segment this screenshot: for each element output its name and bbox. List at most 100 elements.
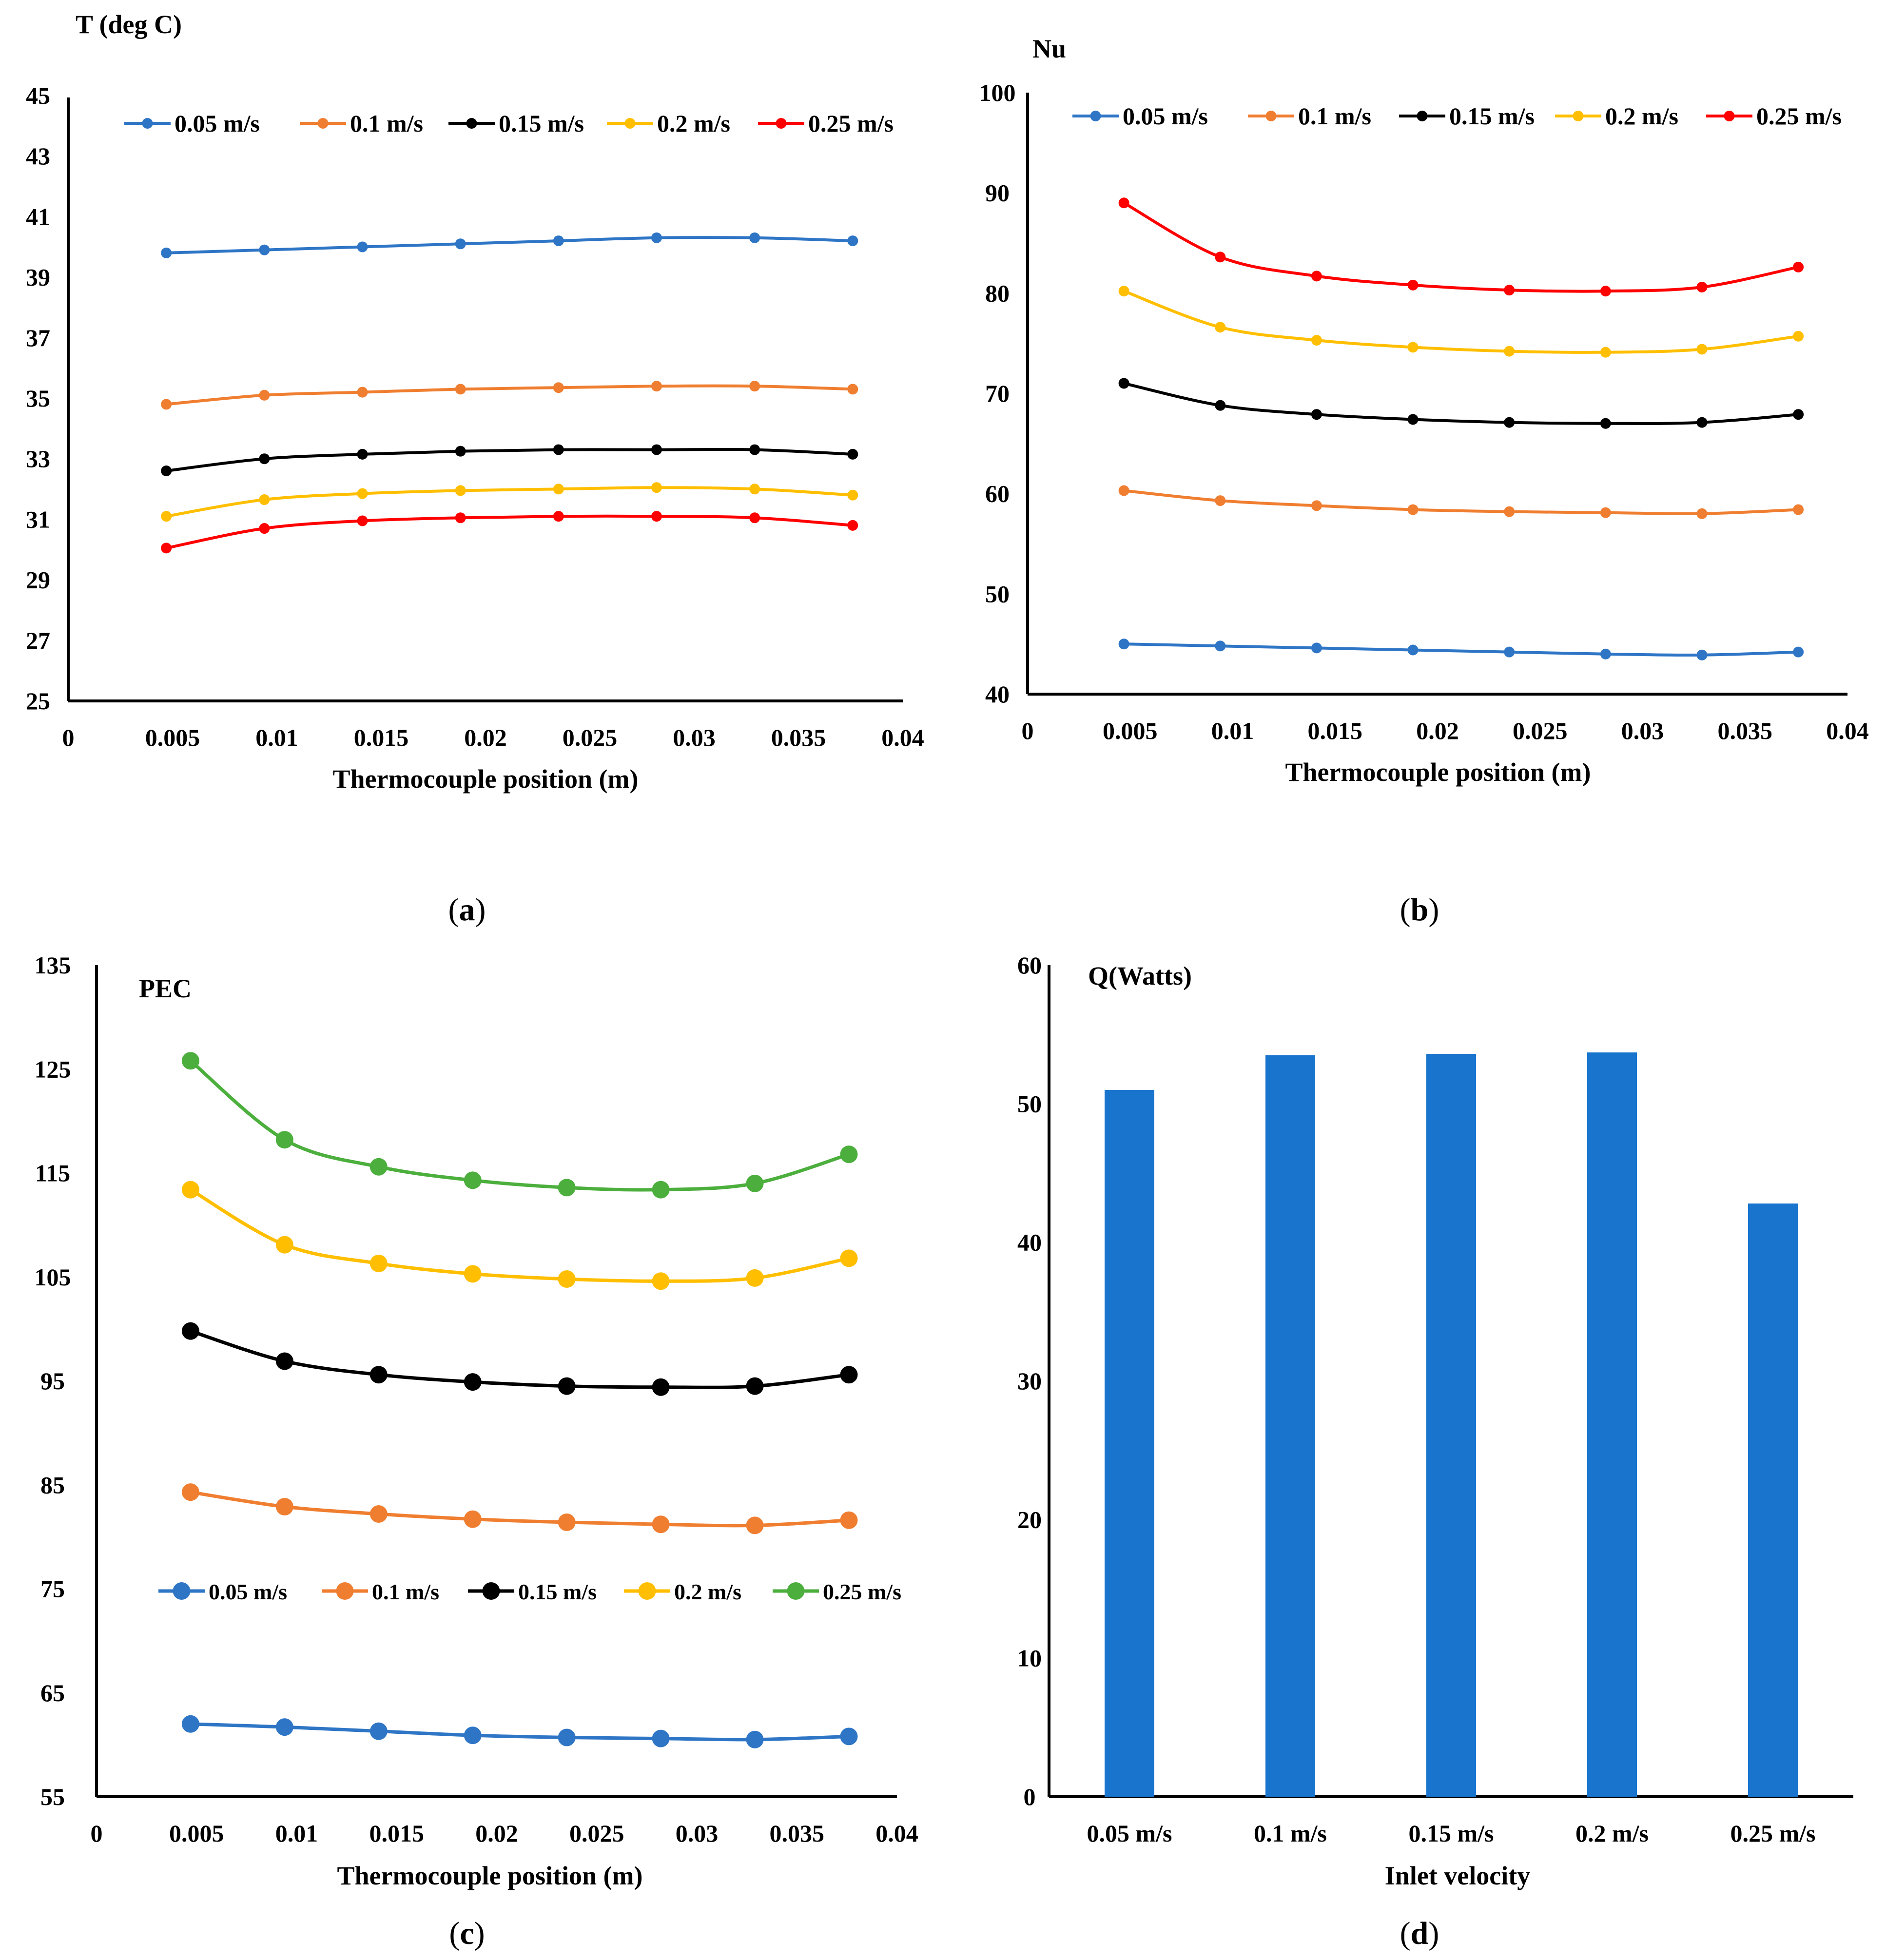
data-point [455, 512, 466, 524]
data-point [357, 241, 368, 252]
legend-item: 0.1 m/s [322, 1579, 439, 1604]
bar [1265, 1055, 1315, 1797]
data-point [847, 235, 858, 247]
data-point [1215, 252, 1226, 263]
legend-item: 0.15 m/s [468, 1579, 597, 1604]
y-tick-label: 50 [1017, 1090, 1042, 1117]
plot-area [1118, 197, 1804, 660]
data-point [1793, 504, 1804, 515]
data-point [1504, 346, 1515, 357]
legend-label: 0.15 m/s [518, 1579, 597, 1604]
legend-item: 0.25 m/s [1706, 102, 1842, 130]
data-point [1118, 378, 1129, 389]
legend-label: 0.1 m/s [372, 1579, 439, 1604]
x-category-label: 0.05 m/s [1087, 1820, 1172, 1847]
data-point [847, 448, 858, 460]
y-axis-title: Nu [1032, 34, 1066, 63]
x-axis-title: Inlet velocity [1385, 1861, 1530, 1890]
y-axis-title: PEC [139, 974, 192, 1003]
data-point [1311, 334, 1322, 346]
data-point [1118, 639, 1129, 650]
bar [1587, 1052, 1637, 1797]
data-point [369, 1722, 388, 1740]
data-point [259, 453, 270, 465]
panel-label: (b) [1400, 892, 1439, 928]
x-tick-labels: 0 0.005 0.01 0.015 0.02 0.025 0.03 0.035 0.04 [62, 724, 924, 751]
data-point [651, 381, 662, 392]
panel-a-temperature-chart: T (deg C) Thermocouple position (m) (a) … [26, 10, 924, 928]
legend-swatch-marker [1573, 111, 1584, 121]
x-tick-label: 0.035 [1718, 717, 1773, 744]
data-point [1311, 271, 1322, 282]
series-line [166, 384, 853, 406]
legend-label: 0.15 m/s [499, 110, 584, 137]
y-tick-label: 27 [26, 627, 50, 654]
x-tick-label: 0.02 [464, 724, 507, 751]
legend-label: 0.1 m/s [350, 110, 423, 137]
legend-swatch-marker [482, 1582, 500, 1600]
series-0-2-m-s [161, 482, 858, 522]
data-point [1696, 649, 1708, 660]
y-tick-label: 37 [26, 324, 50, 351]
data-point [1407, 504, 1419, 515]
data-point [455, 238, 466, 250]
data-point [840, 1145, 858, 1164]
data-point [558, 1728, 576, 1747]
y-tick-label: 25 [26, 687, 50, 715]
x-tick-label: 0 [62, 724, 75, 751]
y-tick-label: 33 [26, 445, 50, 472]
data-point [746, 1516, 764, 1534]
data-point [746, 1377, 764, 1395]
series-line [166, 236, 853, 254]
legend-item: 0.2 m/s [607, 110, 730, 137]
series-line [166, 447, 853, 473]
y-tick-label: 45 [26, 82, 50, 109]
y-tick-label: 39 [26, 264, 50, 291]
y-tick-label: 85 [40, 1471, 65, 1498]
y-tick-label: 40 [1017, 1229, 1042, 1256]
data-point [746, 1269, 764, 1287]
data-point [275, 1352, 293, 1370]
data-point [749, 444, 760, 455]
data-point [275, 1131, 293, 1149]
x-tick-labels: 0 0.005 0.01 0.015 0.02 0.025 0.03 0.035 0.04 [1022, 717, 1869, 744]
x-tick-label: 0 [1022, 717, 1034, 744]
x-tick-label: 0.035 [770, 1820, 825, 1847]
legend-item: 0.25 m/s [773, 1579, 901, 1604]
data-point [652, 1729, 670, 1747]
x-category-label: 0.1 m/s [1254, 1820, 1327, 1847]
legend-label: 0.25 m/s [823, 1579, 901, 1604]
x-tick-label: 0.015 [354, 724, 409, 751]
data-point [161, 543, 172, 554]
y-tick-label: 30 [1017, 1367, 1042, 1395]
x-tick-label: 0.005 [1103, 717, 1158, 744]
legend-label: 0.25 m/s [1756, 102, 1842, 130]
y-tick-label: 115 [35, 1160, 70, 1187]
y-tick-label: 29 [26, 566, 50, 594]
data-point [275, 1236, 293, 1254]
data-point [464, 1171, 482, 1189]
series-line [166, 486, 853, 518]
x-tick-label: 0 [91, 1820, 103, 1847]
legend-item: 0.2 m/s [1555, 102, 1678, 130]
data-point [161, 399, 172, 410]
y-tick-labels: 0 10 20 30 40 50 60 [1017, 951, 1042, 1810]
data-point [1600, 286, 1611, 297]
series-0-15-m-s [161, 444, 858, 477]
data-point [553, 235, 564, 247]
x-tick-label: 0.02 [475, 1820, 518, 1847]
data-point [651, 232, 662, 243]
legend-swatch-marker [173, 1582, 191, 1600]
y-tick-label: 70 [985, 380, 1010, 407]
legend-swatch-marker [1265, 111, 1277, 121]
y-tick-label: 31 [26, 505, 50, 533]
x-tick-label: 0.04 [881, 724, 924, 751]
legend-label: 0.05 m/s [1123, 102, 1208, 130]
data-point [1696, 508, 1708, 519]
data-point [1407, 414, 1419, 425]
y-tick-label: 0 [1024, 1783, 1036, 1810]
series-0-1-m-s [1118, 485, 1804, 519]
data-point [1793, 261, 1804, 272]
legend-swatch-marker [624, 118, 636, 129]
